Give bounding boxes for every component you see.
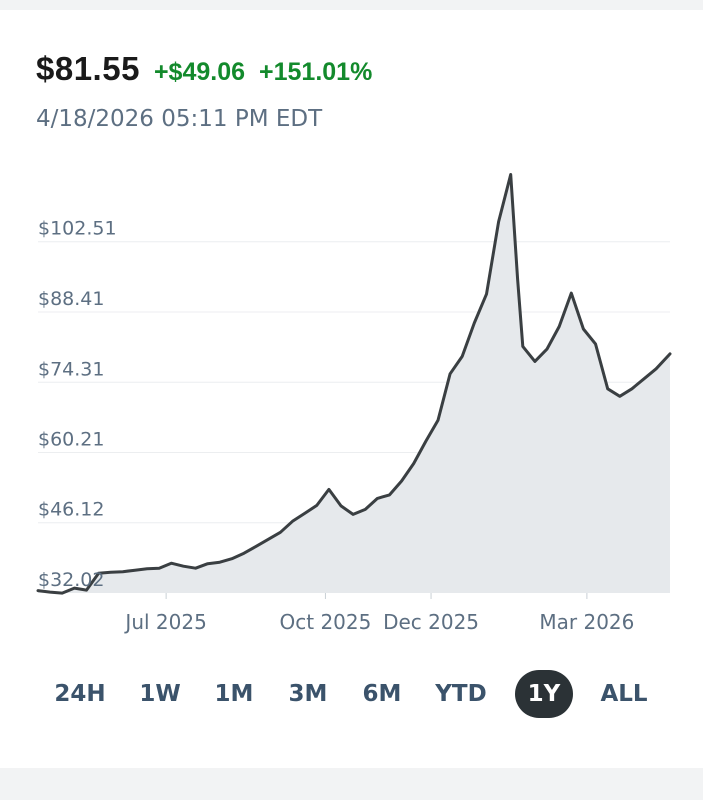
y-tick-label: $32.02 [38, 569, 104, 591]
quote-timestamp: 4/18/2026 05:11 PM EDT [36, 106, 323, 132]
price-area-fill [38, 174, 670, 594]
x-tick-label: Dec 2025 [383, 610, 479, 634]
price-change-percent: +151.01% [259, 58, 373, 86]
range-tab-1y[interactable]: 1Y [515, 670, 573, 718]
y-tick-label: $88.41 [38, 288, 104, 310]
range-tab-3m[interactable]: 3M [288, 681, 328, 707]
current-price: $81.55 [36, 50, 140, 87]
price-line [36, 173, 672, 595]
y-tick-label: $46.12 [38, 499, 104, 521]
range-tab-all[interactable]: ALL [600, 681, 648, 707]
range-tab-ytd[interactable]: YTD [435, 681, 487, 707]
range-tab-1w[interactable]: 1W [139, 681, 181, 707]
price-chart[interactable]: $102.51 $88.41 $74.31 $60.21 $46.12 $32.02 Jul… [0, 150, 703, 650]
price-header: $81.55 +$49.06 +151.01% [36, 50, 372, 88]
x-tick-label: Oct 2025 [280, 610, 372, 634]
price-change-amount: +$49.06 [153, 58, 246, 86]
y-tick-label: $74.31 [38, 358, 104, 380]
x-tick-label: Mar 2026 [539, 610, 634, 634]
range-tab-24h[interactable]: 24H [54, 681, 106, 707]
range-tab-6m[interactable]: 6M [362, 681, 402, 707]
range-selector: 24H 1W 1M 3M 6M YTD 1Y ALL [40, 670, 680, 720]
x-tick-label: Jul 2025 [123, 610, 206, 634]
range-tab-1m[interactable]: 1M [214, 681, 254, 707]
y-tick-label: $102.51 [38, 218, 117, 240]
y-tick-label: $60.21 [38, 429, 104, 451]
